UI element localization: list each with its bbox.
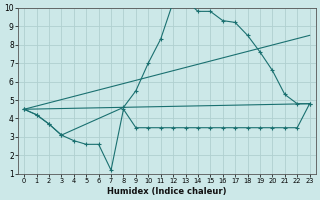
X-axis label: Humidex (Indice chaleur): Humidex (Indice chaleur)	[107, 187, 227, 196]
